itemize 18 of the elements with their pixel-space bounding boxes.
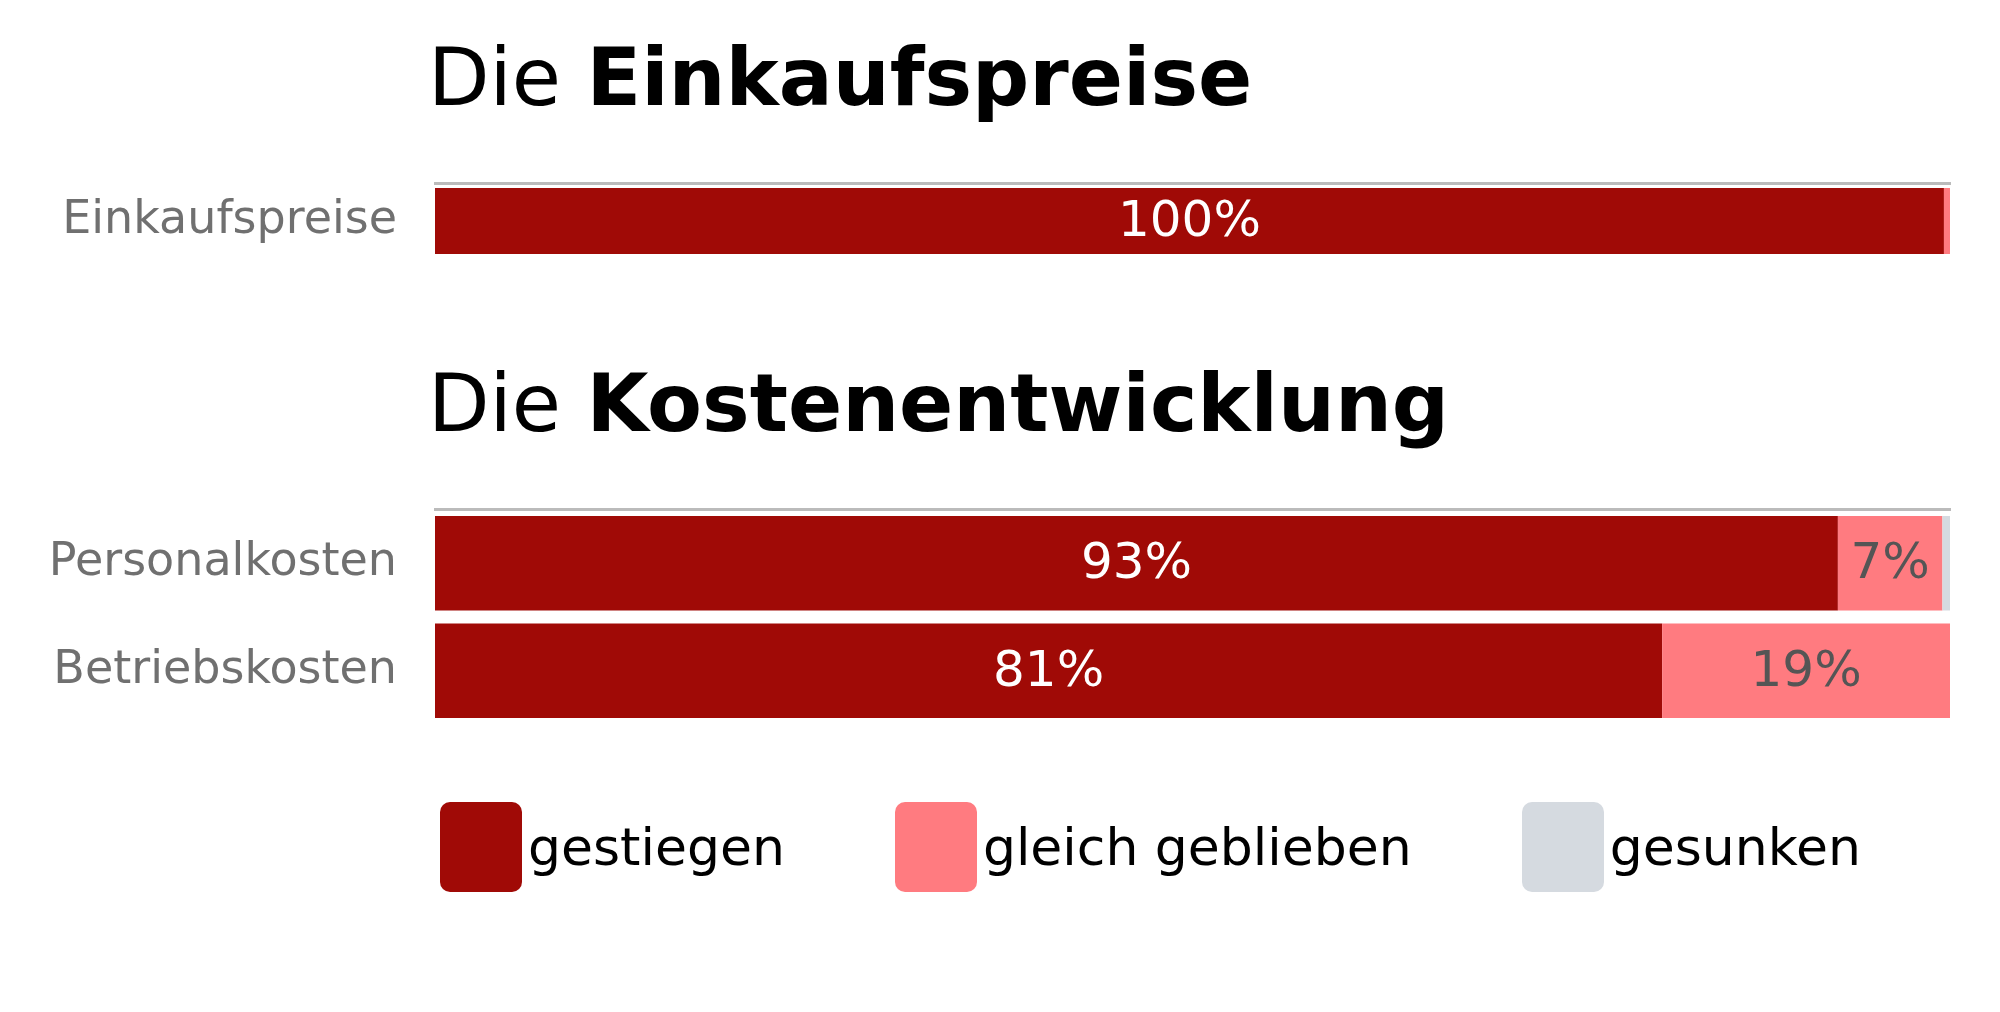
y-tick-label: Betriebskosten (53, 639, 397, 694)
y-tick-label: Personalkosten (48, 532, 397, 587)
chart-title: Die Einkaufspreise (428, 30, 1254, 126)
data-label: 81% (993, 639, 1105, 698)
legend-label: gestiegen (528, 817, 785, 877)
data-label: 19% (1750, 639, 1862, 698)
data-label: 93% (1080, 532, 1193, 591)
legend-label: gleich geblieben (982, 817, 1412, 877)
data-label: 100% (1117, 189, 1261, 248)
bar (435, 516, 1838, 611)
chart-title: Die Kostenentwicklung (428, 356, 1451, 452)
bar (1662, 623, 1950, 718)
bar (435, 623, 1663, 718)
y-tick-label: Einkaufspreise (62, 189, 397, 244)
bar (1942, 516, 1950, 611)
legend-label: gesunken (1609, 817, 1861, 877)
bar (1837, 516, 1943, 611)
data-label: 7% (1850, 532, 1930, 591)
